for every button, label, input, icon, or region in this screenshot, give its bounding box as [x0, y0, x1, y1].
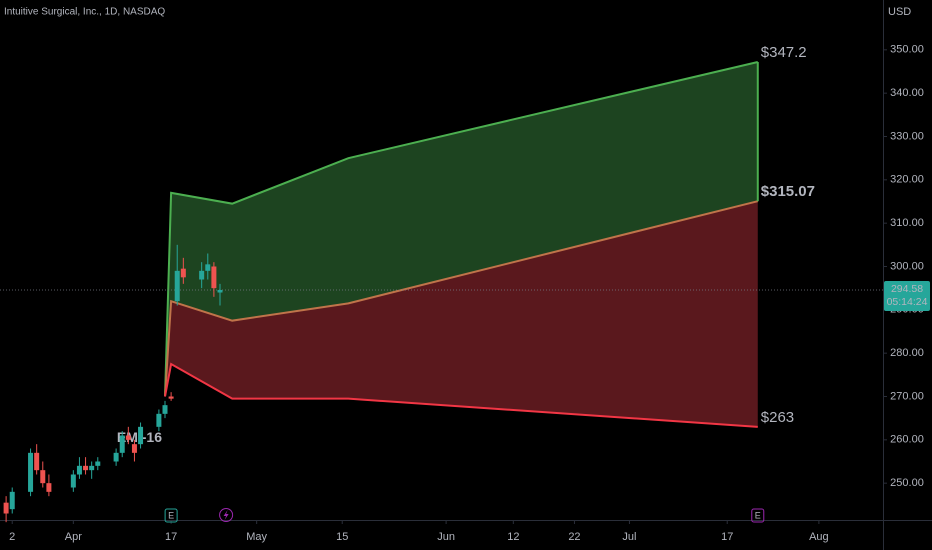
candle-body: [156, 413, 162, 427]
candle-body: [89, 465, 95, 471]
event-marker: [751, 508, 765, 523]
band-value-label: $263: [761, 409, 794, 426]
candle-body: [76, 465, 82, 475]
candle-body: [162, 405, 168, 414]
event-marker: [164, 508, 178, 523]
candle-body: [70, 474, 76, 488]
band-line: [164, 60, 759, 397]
candle-body: [205, 264, 211, 271]
candle-body: [138, 426, 144, 445]
y-tick-label: 270.00: [890, 390, 924, 402]
candle-body: [125, 435, 131, 440]
chart-title: Intuitive Surgical, Inc., 1D, NASDAQ: [4, 7, 165, 18]
candle-body: [3, 502, 9, 514]
band-value-label: $315.07: [761, 183, 815, 200]
x-tick-label: 17: [721, 531, 733, 543]
x-tick-label: 22: [568, 531, 580, 543]
candle-body: [40, 470, 46, 484]
band-line: [164, 362, 758, 428]
y-axis-label: USD: [888, 6, 911, 18]
x-tick-label: 15: [336, 531, 348, 543]
x-tick-label: 2: [9, 531, 15, 543]
y-tick-label: 350.00: [890, 44, 924, 56]
candle-body: [9, 491, 15, 510]
y-tick-label: 260.00: [890, 434, 924, 446]
event-label: E: [755, 510, 761, 520]
price-tag: [884, 280, 930, 311]
band-fill: [165, 201, 758, 427]
candle-body: [46, 483, 52, 492]
candle-body: [119, 435, 125, 453]
price-tag-time: 05:14:24: [887, 296, 928, 308]
candle-body: [28, 452, 34, 492]
y-tick-label: 330.00: [890, 130, 924, 142]
y-tick-label: 250.00: [890, 477, 924, 489]
candle-body: [180, 268, 186, 278]
candle-body: [113, 452, 119, 462]
band-line: [164, 200, 759, 397]
candle-body: [83, 465, 89, 471]
y-tick-label: 310.00: [890, 217, 924, 229]
x-tick-label: Aug: [809, 531, 829, 543]
y-tick-label: 340.00: [890, 87, 924, 99]
x-tick-label: 12: [507, 531, 519, 543]
candle-body: [95, 461, 101, 466]
x-tick-label: 17: [165, 531, 177, 543]
candle-body: [211, 266, 217, 289]
price-tag-value: 294.58: [891, 283, 923, 295]
y-tick-label: 320.00: [890, 174, 924, 186]
candle-body: [174, 270, 180, 302]
x-tick-label: May: [246, 531, 267, 543]
candle-body: [131, 444, 137, 453]
band-fill: [165, 61, 758, 397]
candle-body: [168, 396, 174, 399]
x-tick-label: Apr: [65, 531, 82, 543]
candle-body: [217, 289, 223, 293]
y-tick-label: 280.00: [890, 347, 924, 359]
band-value-label: $347.2: [761, 44, 807, 61]
y-tick-label: 300.00: [890, 260, 924, 272]
event-marker: [219, 508, 234, 522]
x-tick-label: Jun: [437, 531, 455, 543]
candle-body: [199, 270, 205, 280]
event-icon: [223, 510, 229, 520]
x-tick-label: Jul: [622, 531, 636, 543]
event-label: E: [168, 510, 174, 520]
candle-body: [34, 452, 40, 471]
